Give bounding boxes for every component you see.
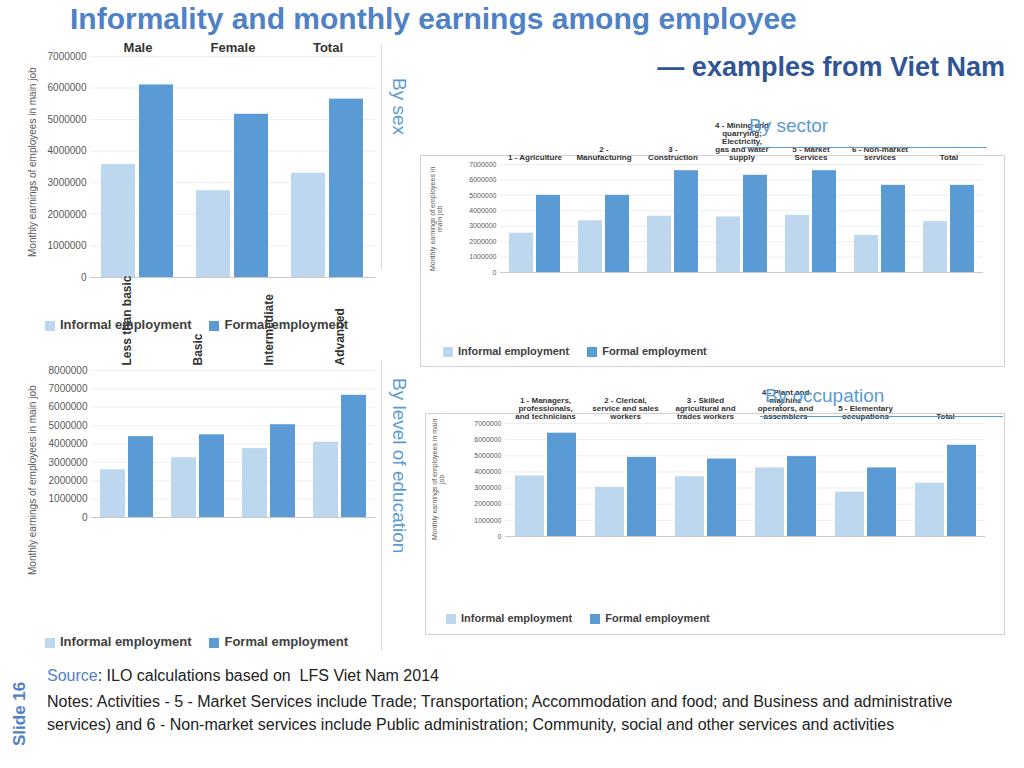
html-text:Informal employment: Informal employment [60,634,192,649]
svg-text:1000000: 1000000 [469,253,496,260]
html-text:4 - Mining and: 4 - Mining and [715,120,769,130]
html-text:Monthly earnings of employees: Monthly earnings of employees in main jo… [27,385,38,575]
html-text:Formal employment: Formal employment [602,345,707,357]
svg-text:3000000: 3000000 [469,222,496,229]
svg-text:2 -Manufacturing: 2 -Manufacturing [576,145,631,162]
svg-text:4000000: 4000000 [474,468,501,475]
html-text:supply: supply [729,152,755,162]
svg-text:2 - Clerical,service and sales: 2 - Clerical,service and salesworkers [592,396,659,421]
svg-text:3000000: 3000000 [48,177,87,188]
html-text:Monthly earnings of employees: Monthly earnings of employees in main jo… [431,418,445,540]
svg-text:1 - Agriculture: 1 - Agriculture [508,153,562,162]
html-text:assemblers: assemblers [763,411,808,421]
html-text:Electricity,: Electricity, [722,136,762,146]
svg-text:4000000: 4000000 [49,438,88,449]
html-text:By level of education: By level of education [389,378,410,554]
html-text:Informality and monthly earnin: Informality and monthly earnings among e… [70,2,797,35]
html-text:Source: ILO calculations based: Source: ILO calculations based on LFS Vi… [47,667,439,684]
html-text:Services: Services [794,152,828,162]
svg-text:4000000: 4000000 [48,145,87,156]
svg-text:7000000: 7000000 [48,51,87,62]
svg-text:5 - Elementaryoccupations: 5 - Elementaryoccupations [838,404,893,421]
html-text:Notes: Activities - 5 - Market: Notes: Activities - 5 - Market Services … [47,693,953,733]
svg-text:2000000: 2000000 [48,209,87,220]
html-text:services: services [864,152,896,162]
html-text:Informal employment: Informal employment [60,317,192,332]
svg-text:1 - Managers,professionals,and: 1 - Managers,professionals,and technicia… [515,396,576,421]
svg-text:Less than basic: Less than basic [120,275,134,365]
html-text:By sector: By sector [749,115,829,136]
svg-text:7000000: 7000000 [49,383,88,394]
svg-text:Female: Female [211,40,256,55]
html-text:4 - Plant and: 4 - Plant and [761,387,810,397]
svg-text:8000000: 8000000 [49,365,88,376]
svg-text:Advanced: Advanced [333,308,347,365]
html-text:6 - Non-market: 6 - Non-market [852,144,908,154]
svg-text:Total: Total [940,153,959,162]
svg-text:3 - Skilledagricultural andtra: 3 - Skilledagricultural andtrades worker… [675,396,735,421]
svg-text:0: 0 [82,512,88,523]
html-text:Formal employment: Formal employment [224,634,348,649]
svg-text:2000000: 2000000 [469,238,496,245]
html-text:Monthly earnings of employees: Monthly earnings of employees in main jo… [27,67,38,258]
html-text:machine: machine [769,395,802,405]
svg-text:3000000: 3000000 [474,484,501,491]
svg-text:4000000: 4000000 [469,207,496,214]
svg-text:7000000: 7000000 [474,420,501,427]
svg-text:2000000: 2000000 [49,475,88,486]
html-text:Informal employment: Informal employment [458,345,570,357]
svg-text:5000000: 5000000 [49,420,88,431]
html-text:quarrying;: quarrying; [722,128,762,138]
svg-text:0: 0 [498,533,502,540]
svg-text:6000000: 6000000 [48,82,87,93]
html-text:— examples from Viet Nam: — examples from Viet Nam [657,52,1005,82]
html-text:operators, and: operators, and [757,403,814,413]
svg-text:7000000: 7000000 [469,161,496,168]
svg-text:5000000: 5000000 [474,452,501,459]
html-text:5 - Market: 5 - Market [792,144,830,154]
svg-text:1000000: 1000000 [49,493,88,504]
svg-text:Male: Male [124,40,153,55]
svg-text:0: 0 [81,272,87,283]
svg-text:6000000: 6000000 [469,176,496,183]
html-text:By sex: By sex [389,78,410,135]
svg-text:Total: Total [313,40,343,55]
svg-text:0: 0 [493,269,497,276]
html-text:Informal employment: Informal employment [461,612,573,624]
svg-text:2000000: 2000000 [474,500,501,507]
svg-text:6000000: 6000000 [474,436,501,443]
svg-text:Total: Total [936,411,955,421]
svg-text:1000000: 1000000 [48,240,87,251]
html-text:Formal employment: Formal employment [224,317,348,332]
html-text:By occupation: By occupation [765,385,885,406]
svg-text:1000000: 1000000 [474,517,501,524]
html-text:Slide 16: Slide 16 [10,681,29,747]
html-text:Formal employment: Formal employment [605,612,710,624]
svg-text:3 -Construction: 3 -Construction [648,145,698,162]
svg-text:Basic: Basic [191,333,205,365]
svg-text:5000000: 5000000 [48,114,87,125]
html-text:Monthly earnings of employees: Monthly earnings of employees in main jo… [429,166,443,272]
svg-text:Intermediate: Intermediate [262,294,276,366]
svg-text:3000000: 3000000 [49,457,88,468]
svg-text:5000000: 5000000 [469,192,496,199]
html-text:gas and water: gas and water [715,144,769,154]
svg-text:6000000: 6000000 [49,401,88,412]
